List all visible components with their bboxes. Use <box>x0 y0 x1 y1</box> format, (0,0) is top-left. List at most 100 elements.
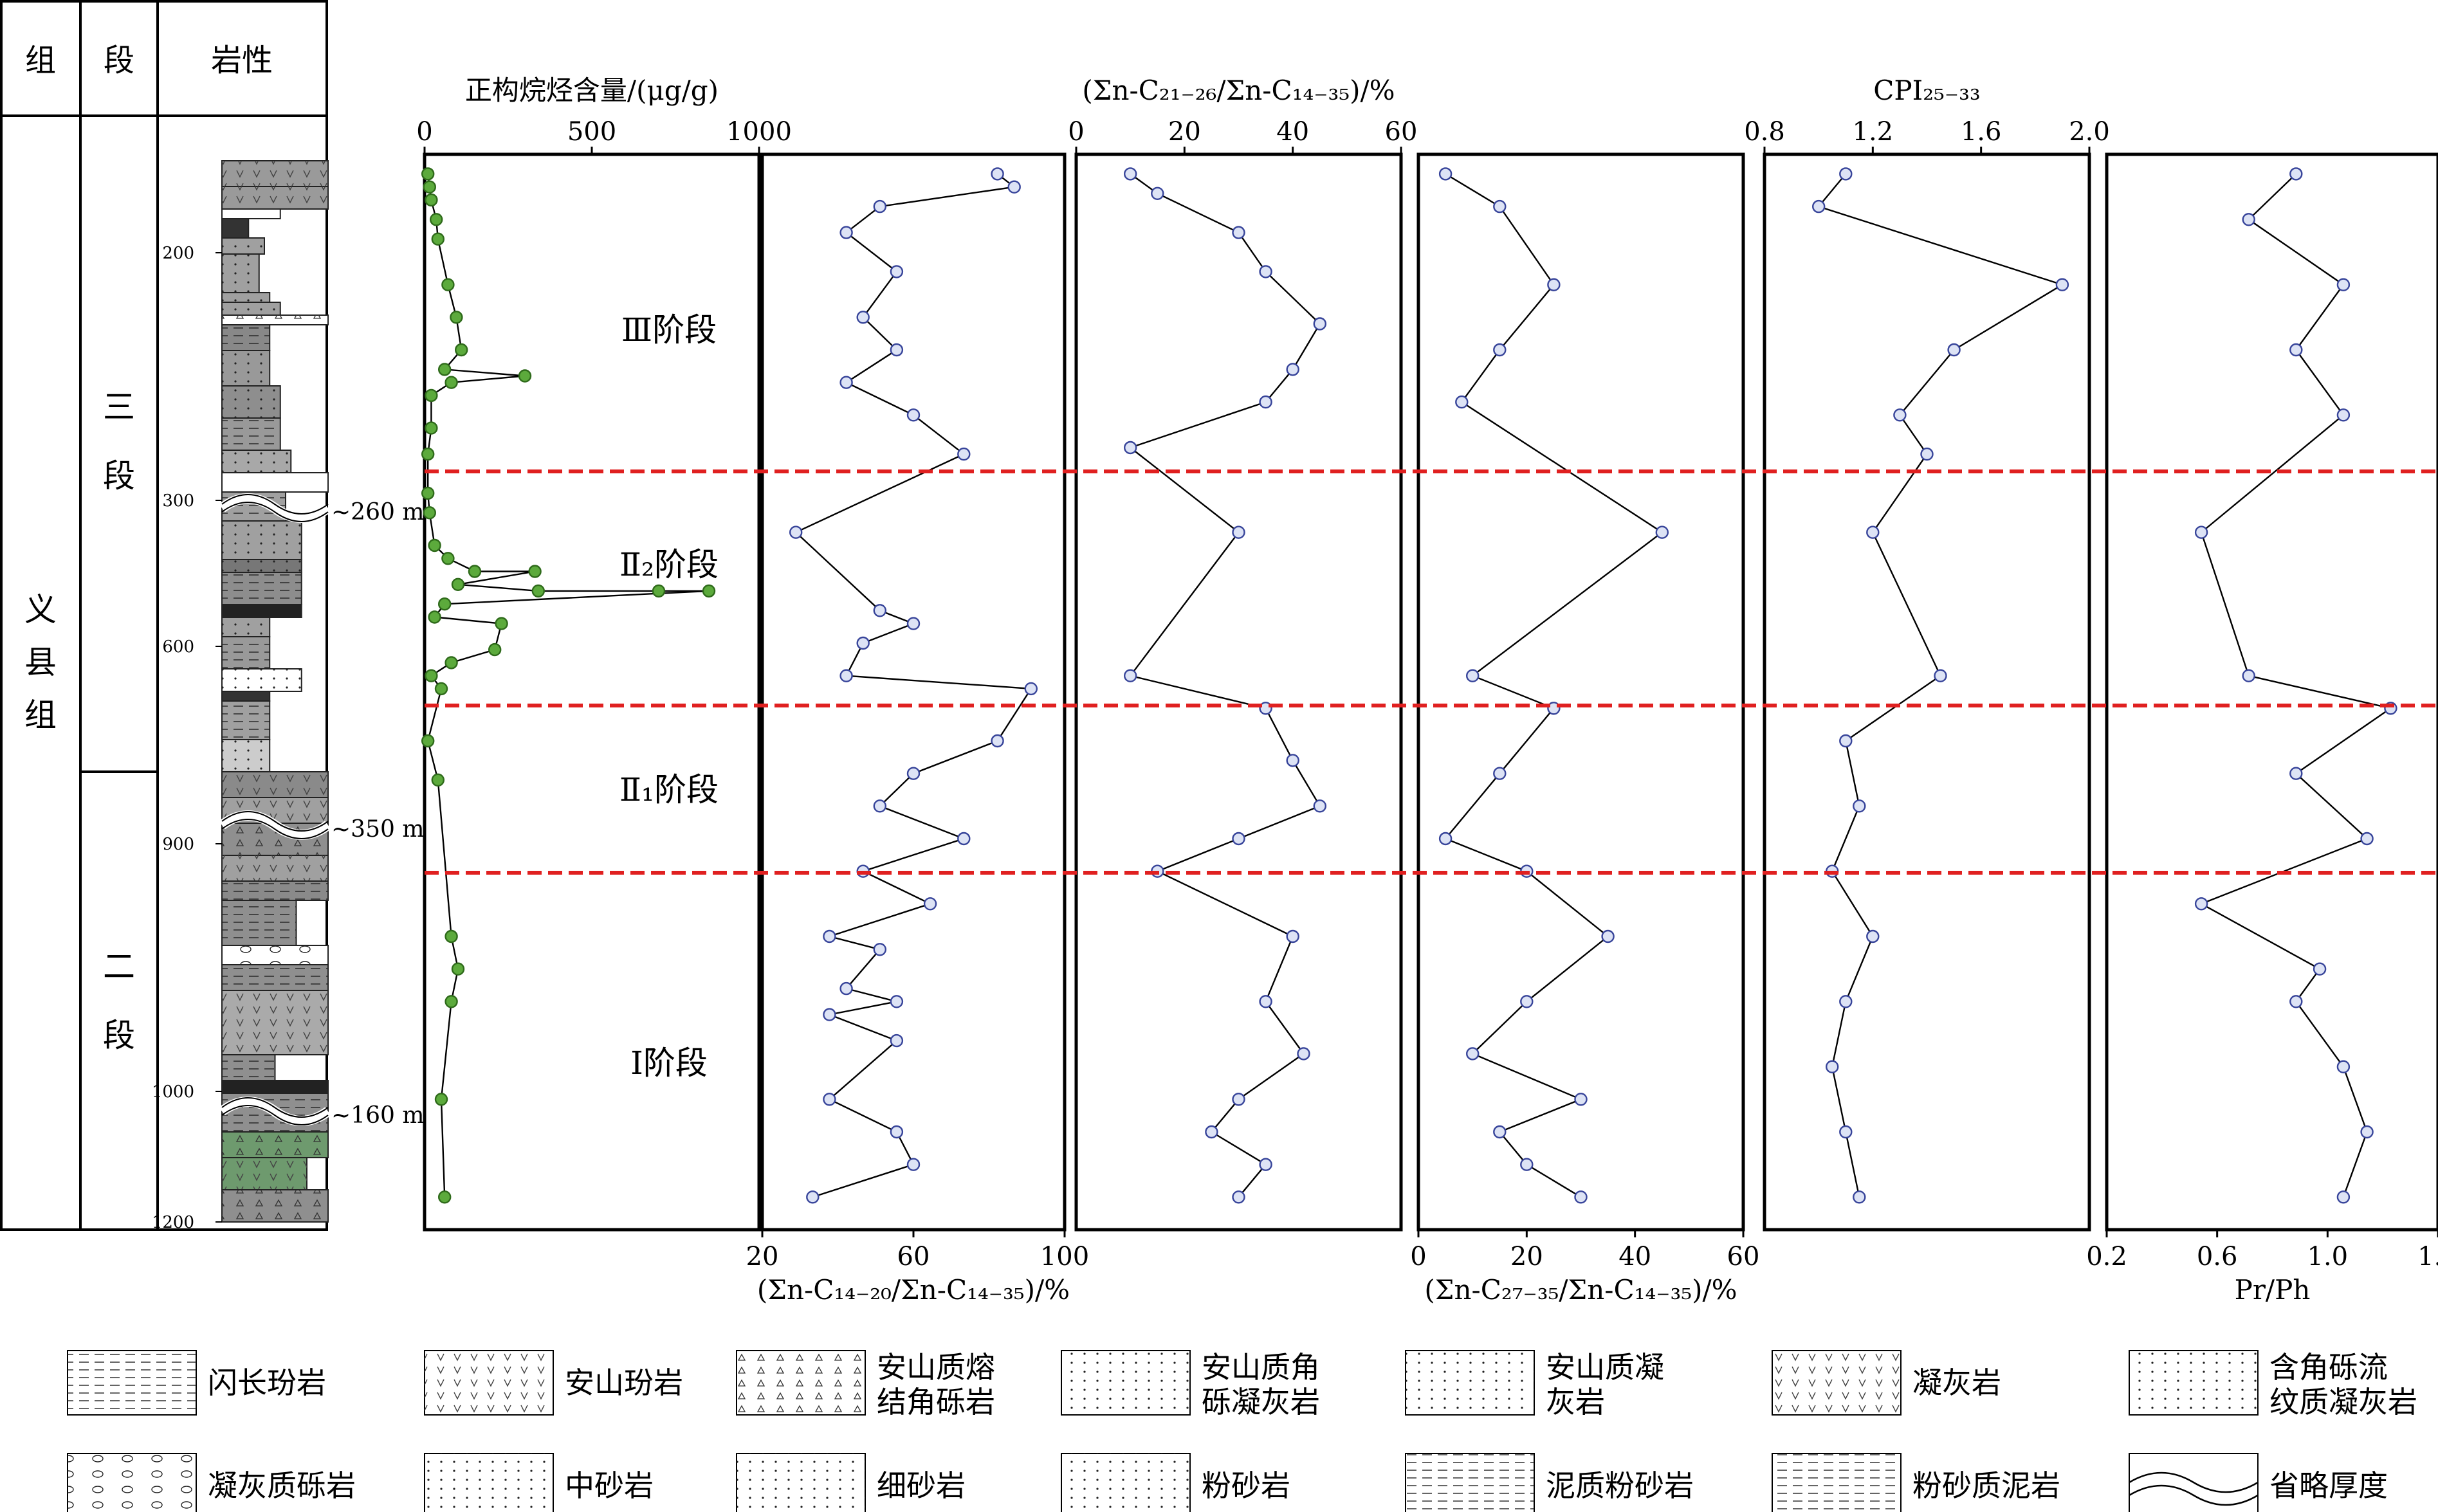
lith-layer-pattern <box>222 1190 328 1222</box>
data-point <box>488 642 502 657</box>
data-point <box>2194 897 2208 911</box>
data-point <box>2055 278 2069 291</box>
data-point <box>1259 995 1272 1008</box>
omit-wave <box>219 1097 331 1126</box>
data-point <box>1866 929 1880 943</box>
data-point <box>1123 669 1137 682</box>
omit-wave-bottom <box>221 1105 329 1125</box>
omit-wave-bottom <box>221 502 329 522</box>
data-point <box>957 447 971 461</box>
data-point <box>839 981 853 996</box>
x-tick-label: 2.0 <box>2069 117 2110 147</box>
profile-line <box>794 173 1032 1198</box>
panel-frame <box>1074 152 1403 1232</box>
x-tick-label: 0.6 <box>2197 1242 2238 1271</box>
data-point <box>2336 408 2351 422</box>
data-point <box>1313 799 1327 813</box>
legend-pattern <box>2129 1351 2258 1415</box>
data-point <box>1232 226 1245 239</box>
data-point <box>441 278 455 291</box>
omit-wave <box>219 810 331 840</box>
data-point <box>890 343 904 357</box>
data-point <box>839 669 853 682</box>
data-point <box>823 929 836 943</box>
lith-layer-pattern <box>222 881 328 900</box>
data-point <box>906 408 921 422</box>
legend-label: 安山质角砾凝灰岩 <box>1202 1350 1320 1419</box>
header-lithology: 岩性 <box>211 42 273 78</box>
data-point <box>1123 167 1137 181</box>
panel-frame <box>1416 152 1745 1232</box>
data-point <box>531 584 545 598</box>
data-point <box>2194 525 2208 539</box>
stage-label-2-2: Ⅱ₂阶段 <box>619 546 719 583</box>
profile-line <box>1128 173 1321 1198</box>
lith-layer-pattern <box>222 238 264 254</box>
data-point <box>890 995 904 1008</box>
data-point <box>890 265 904 278</box>
header-member: 段 <box>104 42 134 78</box>
legend-pattern <box>1061 1351 1190 1415</box>
stratigraphic-column: 组 段 岩性 义县组 三段 二段 200 300 600 900 1000 1200 ~2… <box>0 0 424 1232</box>
lith-layer-pattern <box>222 945 328 965</box>
x-tick-label: 0 <box>416 117 432 147</box>
data-point <box>1520 1158 1534 1171</box>
data-point <box>438 597 452 611</box>
data-point <box>1455 395 1469 409</box>
chart-panel-5: 0.8 1.2 1.6 2.0 CPI₂₅₋₃₃ <box>1744 75 2110 1232</box>
x-tick-label: 60 <box>1727 1242 1760 1271</box>
data-point <box>425 421 438 435</box>
legend-pattern <box>425 1351 553 1415</box>
data-point <box>873 199 887 214</box>
legend-pattern <box>737 1453 865 1512</box>
data-point <box>1232 1093 1245 1106</box>
data-point <box>1866 525 1880 539</box>
data-point <box>445 656 458 669</box>
legend-label: 安山质熔结角砾岩 <box>877 1350 995 1419</box>
data-point <box>2242 669 2255 682</box>
legend-label: 细砂岩 <box>877 1468 966 1503</box>
data-point <box>2289 767 2303 780</box>
data-point <box>425 388 438 403</box>
depth-tick-label: 1200 <box>152 1213 194 1232</box>
data-point <box>823 1093 836 1106</box>
data-point <box>431 232 445 246</box>
data-point <box>2289 995 2303 1008</box>
lithology-log <box>221 160 329 1223</box>
lith-layer-pattern <box>222 855 328 881</box>
chart-panel-4: 0 20 40 60 (Σn-C₂₇₋₃₅/Σn-C₁₄₋₃₅)/% <box>1410 152 1760 1306</box>
x-tick-label: 500 <box>567 117 616 147</box>
legend: 闪长玢岩 安山玢岩 安山质熔结角砾岩 安山质角砾凝灰岩 安山质凝灰岩 凝灰岩 含角砾流纹质凝… <box>67 1350 2417 1512</box>
lith-layer-pattern <box>222 617 270 637</box>
depth-axis: 200 300 600 900 1000 1200 <box>152 244 222 1232</box>
chart-panel-6: 0.2 0.6 1.0 1.4 Pr/Ph <box>2086 152 2438 1306</box>
data-point <box>1205 1125 1218 1139</box>
legend-pattern <box>1061 1453 1190 1512</box>
data-point <box>2242 213 2255 226</box>
data-point <box>991 167 1004 181</box>
lith-layer-pattern <box>222 1132 328 1158</box>
legend-pattern <box>737 1351 865 1415</box>
lith-layer-pattern <box>222 900 297 945</box>
data-point <box>1574 1190 1588 1204</box>
lith-layer-pattern <box>222 386 280 418</box>
data-point <box>1547 702 1561 715</box>
data-point <box>451 578 465 591</box>
data-point <box>991 734 1004 748</box>
x-tick-label: 20 <box>1168 117 1201 147</box>
omitted-thickness-label: ~350 m <box>331 816 424 843</box>
data-point <box>423 180 436 194</box>
data-point <box>438 363 452 376</box>
x-tick-label: 40 <box>1276 117 1309 147</box>
data-point <box>906 1158 921 1171</box>
data-point <box>428 610 441 624</box>
x-tick-label: 0 <box>1068 117 1084 147</box>
data-point <box>856 311 870 324</box>
legend-pattern <box>68 1453 196 1512</box>
legend-label: 粉砂质泥岩 <box>1912 1468 2060 1503</box>
data-point <box>1839 995 1853 1008</box>
x-tick-label: 100 <box>1040 1242 1089 1271</box>
data-point <box>421 734 435 748</box>
data-point <box>438 1190 452 1204</box>
